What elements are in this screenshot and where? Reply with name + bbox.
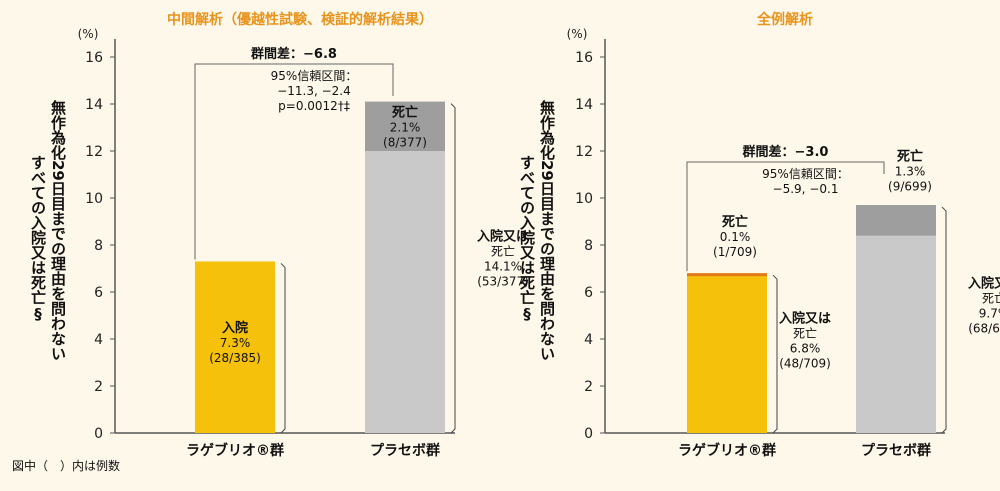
panel-1-bracket-0 xyxy=(280,263,286,434)
panel-2-side-label-lagevrio-line-2: 6.8% xyxy=(790,342,821,356)
panel-2-difference-label: 群間差：−3.0 xyxy=(743,144,829,160)
panel-2-tick-label-8: 16 xyxy=(575,50,593,66)
panel-2-bracket-0 xyxy=(772,274,778,434)
panel-2-bracket-1 xyxy=(941,206,947,434)
footnote: 図中（ ）内は例数 xyxy=(12,458,120,473)
panel-2-tick-label-3: 6 xyxy=(584,285,593,301)
panel-2-bar-placebo-death xyxy=(856,205,936,236)
panel-2-side-label-lagevrio-line-1: 死亡 xyxy=(793,327,817,341)
panel-1-label-lagevrio-line-2: (28/385) xyxy=(209,351,261,365)
panel-1-tick-label-4: 8 xyxy=(94,238,103,254)
panel-1-category-0: ラゲブリオ®群 xyxy=(186,442,284,459)
panel-2-side-label-placebo-line-0: 入院又は xyxy=(968,275,1000,291)
panel-1-bracket-1 xyxy=(450,103,456,434)
panel-2-side-label-lagevrio-line-0: 入院又は xyxy=(779,311,831,327)
panel-2-tick-label-1: 2 xyxy=(584,379,593,395)
panel-2-ylabel-line-1: すべての入院又は死亡§ xyxy=(518,155,536,323)
panel-2-label-placebo-death-line-0: 死亡 xyxy=(897,148,923,164)
panel-2-side-label-placebo-line-2: 9.7% xyxy=(979,306,1000,320)
panel-1-bar-placebo-death xyxy=(365,101,445,151)
panel-1-tick-label-1: 2 xyxy=(94,379,103,395)
panel-1-category-1: プラセボ群 xyxy=(370,442,440,459)
panel-1-tick-label-0: 0 xyxy=(94,426,103,442)
panel-1-bar-placebo xyxy=(365,101,445,434)
panel-1-bar-lagevrio xyxy=(195,261,275,433)
panel-1-tick-label-7: 14 xyxy=(85,97,103,113)
panel-2-bar-placebo xyxy=(856,205,936,433)
panel-2-unit: (%) xyxy=(567,27,588,41)
panel-1-label-lagevrio-line-1: 7.3% xyxy=(220,336,251,350)
panel-2-tick-label-4: 8 xyxy=(584,238,593,254)
panel-2-category-1: プラセボ群 xyxy=(861,442,931,459)
panel-2-tick-label-7: 14 xyxy=(575,97,593,113)
panel-2-label-placebo-death-line-1: 1.3% xyxy=(895,164,926,178)
panel-1-unit: (%) xyxy=(78,27,99,41)
panel-1-ci-title: 95%信頼区間： xyxy=(271,69,358,83)
panel-1-label-lagevrio-line-0: 入院 xyxy=(222,320,248,336)
panel-2-side-label-placebo-line-3: (68/699) xyxy=(968,321,1000,335)
panel-1-tick-label-2: 4 xyxy=(94,332,103,348)
panel-1-ylabel-line-1: すべての入院又は死亡§ xyxy=(29,155,47,323)
panel-1-tick-label-5: 10 xyxy=(85,191,103,207)
panel-2-ci-title: 95%信頼区間： xyxy=(762,167,849,181)
panel-2-label-lagevrio-death-line-2: (1/709) xyxy=(713,245,757,259)
panel-2-ylabel-line-0: 無作為化29日目までの理由を問わない xyxy=(538,99,556,361)
panel-2-side-label-placebo-line-1: 死亡 xyxy=(982,291,1000,305)
panel-2-bar-lagevrio-death xyxy=(687,273,767,277)
panel-2-tick-label-6: 12 xyxy=(575,144,593,160)
panel-1-difference-label: 群間差：−6.8 xyxy=(251,46,337,62)
panel-1-ylabel-line-0: 無作為化29日目までの理由を問わない xyxy=(49,99,67,361)
panel-2-side-label-lagevrio-line-3: (48/709) xyxy=(779,357,831,371)
panel-2-tick-label-0: 0 xyxy=(584,426,593,442)
panel-1-side-label-line-0: 入院又は xyxy=(477,228,529,244)
panel-2-tick-label-5: 10 xyxy=(575,191,593,207)
panel-1-side-label-line-3: (53/377) xyxy=(477,274,529,288)
panel-2-label-lagevrio-death-line-1: 0.1% xyxy=(720,230,751,244)
panel-2-tick-label-2: 4 xyxy=(584,332,593,348)
panel-1-label-placebo-death-line-1: 2.1% xyxy=(390,121,421,135)
panel-1-difference-bracket xyxy=(194,63,394,260)
panel-1-p-value: p=0.0012†‡ xyxy=(278,99,350,113)
panel-1-tick-label-3: 6 xyxy=(94,285,103,301)
panel-1-ci-values: −11.3, −2.4 xyxy=(277,84,351,98)
panel-2-category-0: ラゲブリオ®群 xyxy=(678,442,776,459)
panel-2-label-lagevrio-death-line-0: 死亡 xyxy=(722,214,748,230)
panel-1-label-placebo-death-line-0: 死亡 xyxy=(392,105,418,121)
panel-2-bar-lagevrio xyxy=(687,273,767,433)
panel-2-ci-values: −5.9, −0.1 xyxy=(773,182,839,196)
panel-1-tick-label-6: 12 xyxy=(85,144,103,160)
panel-1-side-label-line-1: 死亡 xyxy=(491,244,515,258)
panel-2-label-placebo-death-line-2: (9/699) xyxy=(888,179,932,193)
panel-2-title: 全例解析 xyxy=(756,11,813,28)
panel-1-tick-label-8: 16 xyxy=(85,50,103,66)
panel-1-label-placebo-death-line-2: (8/377) xyxy=(383,136,427,150)
panel-1-side-label-line-2: 14.1% xyxy=(484,259,522,273)
panel-2-difference-bracket xyxy=(686,161,885,272)
panel-1-title: 中間解析（優越性試験、検証的解析結果） xyxy=(167,11,433,28)
